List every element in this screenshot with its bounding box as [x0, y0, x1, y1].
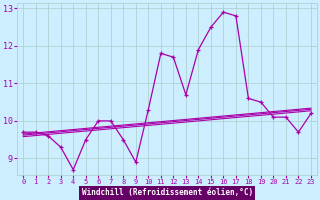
X-axis label: Windchill (Refroidissement éolien,°C): Windchill (Refroidissement éolien,°C): [82, 188, 253, 197]
